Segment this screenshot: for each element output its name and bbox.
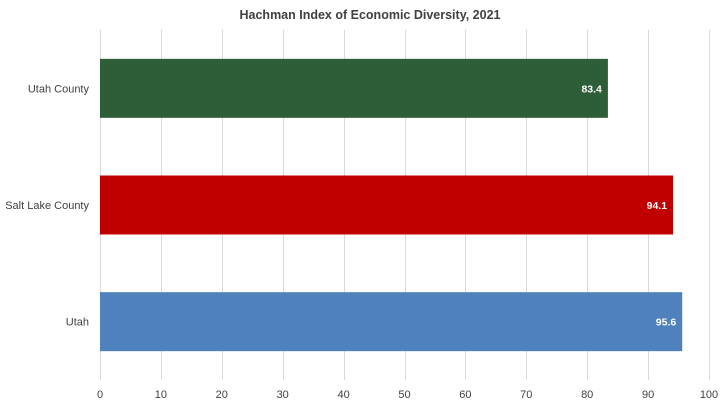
x-tick-label: 10 [155, 389, 167, 401]
chart-title: Hachman Index of Economic Diversity, 202… [240, 8, 501, 22]
category-label: Utah [66, 317, 89, 329]
x-tick-label: 100 [700, 389, 718, 401]
bar [100, 175, 674, 235]
category-labels: Utah County Salt Lake County Utah [5, 83, 89, 328]
x-tick-label: 60 [459, 389, 471, 401]
x-tick-label: 0 [97, 389, 103, 401]
category-label: Utah County [28, 83, 90, 95]
x-tick-label: 80 [581, 389, 593, 401]
x-tick-label: 20 [216, 389, 228, 401]
bar [100, 292, 683, 352]
x-tick-label: 30 [277, 389, 289, 401]
bar-data-label: 94.1 [647, 200, 668, 212]
x-tick-label: 90 [642, 389, 654, 401]
x-tick-label: 40 [337, 389, 349, 401]
x-tick-label: 70 [520, 389, 532, 401]
bar-data-label: 83.4 [581, 83, 602, 95]
category-label: Salt Lake County [5, 200, 89, 212]
x-axis-tick-labels: 0 10 20 30 40 50 60 70 80 90 100 [97, 389, 718, 401]
bar-data-label: 95.6 [656, 317, 677, 329]
x-tick-label: 50 [398, 389, 410, 401]
bar [100, 58, 608, 118]
bars: 83.4 94.1 95.6 [100, 58, 683, 352]
